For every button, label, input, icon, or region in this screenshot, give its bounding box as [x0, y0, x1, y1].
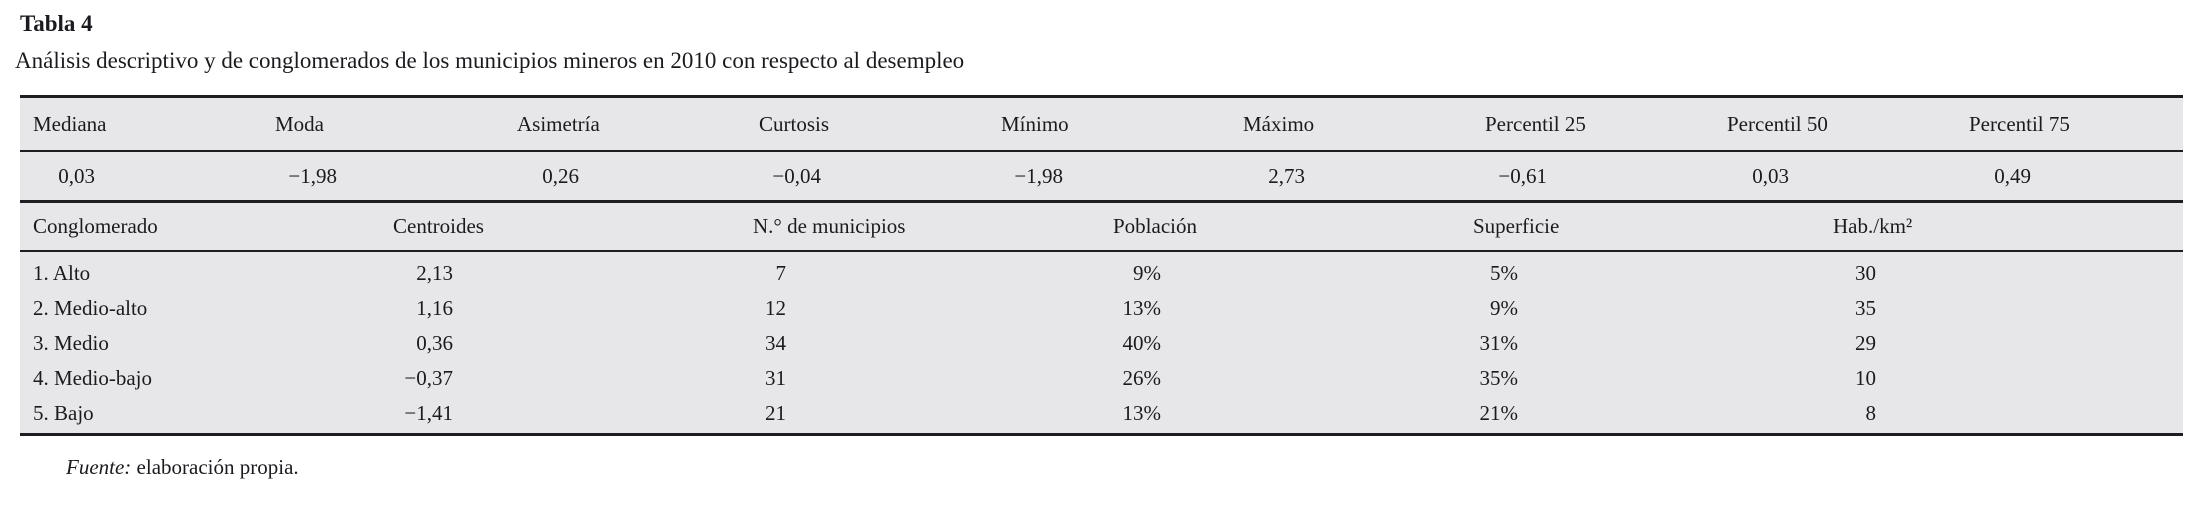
stats-value-maximo: 2,73 — [1268, 163, 1305, 188]
cluster-label: 5. Bajo — [33, 401, 94, 425]
stats-header-mediana: Mediana — [33, 111, 107, 136]
cluster-header-hab-km2: Hab./km² — [1833, 214, 1913, 238]
stats-value-percentil25: −0,61 — [1498, 163, 1547, 188]
table-row: 3. Medio 0,36 34 40% 31% 29 — [20, 326, 2183, 361]
cluster-header-superficie: Superficie — [1473, 214, 1560, 238]
cluster-centroides: 1,16 — [416, 296, 453, 320]
stats-header-curtosis: Curtosis — [759, 111, 830, 136]
cluster-poblacion: 13% — [1122, 401, 1162, 425]
cluster-municipios: 34 — [765, 331, 786, 355]
cluster-superficie: 31% — [1479, 331, 1519, 355]
cluster-poblacion: 26% — [1122, 366, 1162, 390]
cluster-superficie: 21% — [1479, 401, 1519, 425]
stats-header-percentil75: Percentil 75 — [1969, 111, 2070, 136]
table-number-title: Tabla 4 — [20, 11, 93, 36]
cluster-hab-km2: 35 — [1855, 296, 1876, 320]
stats-header-asimetria: Asimetría — [517, 111, 600, 136]
cluster-poblacion: 13% — [1122, 296, 1162, 320]
cluster-centroides: 0,36 — [416, 331, 453, 355]
stats-header-percentil25: Percentil 25 — [1485, 111, 1586, 136]
stats-value-minimo: −1,98 — [1014, 163, 1063, 188]
tabla-4: Mediana Moda Asimetría Curtosis Mínimo M… — [20, 95, 2183, 436]
cluster-header-conglomerado: Conglomerado — [33, 214, 158, 238]
cluster-header-row: Conglomerado Centroides N.° de municipio… — [20, 203, 2183, 250]
table-row: 1. Alto 2,13 7 9% 5% 30 — [20, 256, 2183, 291]
cluster-superficie: 5% — [1490, 261, 1518, 285]
stats-cluster-divider-rule — [20, 200, 2183, 203]
cluster-hab-km2: 29 — [1855, 331, 1876, 355]
table-row: 2. Medio-alto 1,16 12 13% 9% 35 — [20, 291, 2183, 326]
cluster-superficie: 9% — [1490, 296, 1518, 320]
cluster-hab-km2: 10 — [1855, 366, 1876, 390]
stats-header-percentil50: Percentil 50 — [1727, 111, 1828, 136]
stats-header-row: Mediana Moda Asimetría Curtosis Mínimo M… — [20, 98, 2183, 150]
cluster-rows: 1. Alto 2,13 7 9% 5% 30 2. Medio-alto 1,… — [20, 252, 2183, 433]
stats-header-rule — [20, 150, 2183, 152]
stats-header-moda: Moda — [275, 111, 324, 136]
cluster-header-centroides: Centroides — [393, 214, 484, 238]
cluster-hab-km2: 30 — [1855, 261, 1876, 285]
stats-value-curtosis: −0,04 — [772, 163, 821, 188]
cluster-label: 1. Alto — [33, 261, 91, 285]
stats-header-maximo: Máximo — [1243, 111, 1315, 136]
cluster-centroides: −1,41 — [404, 401, 453, 425]
cluster-poblacion: 9% — [1133, 261, 1161, 285]
source-text: elaboración propia. — [131, 455, 299, 479]
stats-values-row: 0,03 −1,98 0,26 −0,04 −1,98 2,73 −0,61 0… — [20, 152, 2183, 200]
table-bottom-rule — [20, 433, 2183, 436]
source-label: Fuente: — [66, 455, 132, 479]
cluster-municipios: 7 — [775, 261, 787, 285]
stats-value-mediana: 0,03 — [58, 163, 95, 188]
stats-value-moda: −1,98 — [288, 163, 337, 188]
cluster-municipios: 12 — [765, 296, 786, 320]
source-note: Fuente: elaboración propia. — [66, 455, 299, 480]
cluster-centroides: 2,13 — [416, 261, 453, 285]
stats-value-asimetria: 0,26 — [542, 163, 579, 188]
table-row: 5. Bajo −1,41 21 13% 21% 8 — [20, 396, 2183, 431]
table-caption: Análisis descriptivo y de conglomerados … — [15, 48, 965, 73]
stats-value-percentil50: 0,03 — [1752, 163, 1789, 188]
cluster-poblacion: 40% — [1122, 331, 1162, 355]
stats-value-percentil75: 0,49 — [1994, 163, 2031, 188]
cluster-superficie: 35% — [1479, 366, 1519, 390]
cluster-municipios: 31 — [765, 366, 786, 390]
cluster-municipios: 21 — [765, 401, 786, 425]
cluster-label: 3. Medio — [33, 331, 109, 355]
table-row: 4. Medio-bajo −0,37 31 26% 35% 10 — [20, 361, 2183, 396]
cluster-label: 4. Medio-bajo — [33, 366, 152, 390]
cluster-header-rule — [20, 250, 2183, 252]
cluster-header-municipios: N.° de municipios — [753, 214, 906, 238]
stats-header-minimo: Mínimo — [1001, 111, 1069, 136]
table-top-rule — [20, 95, 2183, 98]
cluster-header-poblacion: Población — [1113, 214, 1197, 238]
cluster-hab-km2: 8 — [1865, 401, 1877, 425]
cluster-centroides: −0,37 — [404, 366, 453, 390]
cluster-label: 2. Medio-alto — [33, 296, 148, 320]
